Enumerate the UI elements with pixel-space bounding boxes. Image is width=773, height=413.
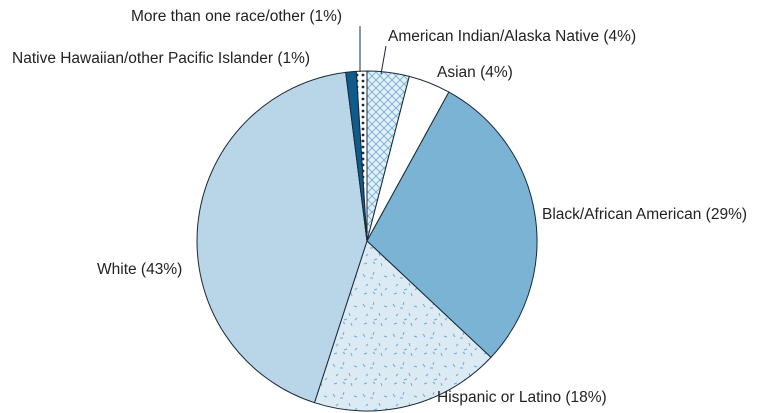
slice-label: Asian (4%) — [437, 64, 513, 81]
pie-slice — [196, 71, 368, 404]
pie-slice — [313, 240, 492, 412]
pie-slice — [355, 70, 368, 242]
leader-line — [380, 45, 387, 75]
slice-label: American Indian/Alaska Native (4%) — [388, 28, 636, 45]
slice-label: Native Hawaiian/other Pacific Islander (… — [12, 50, 310, 67]
slice-label: Hispanic or Latino (18%) — [437, 389, 607, 406]
pie-slice — [366, 91, 538, 359]
slice-label: Black/African American (29%) — [542, 206, 747, 223]
slice-label: White (43%) — [97, 261, 182, 278]
slice-label: More than one race/other (1%) — [131, 8, 342, 25]
